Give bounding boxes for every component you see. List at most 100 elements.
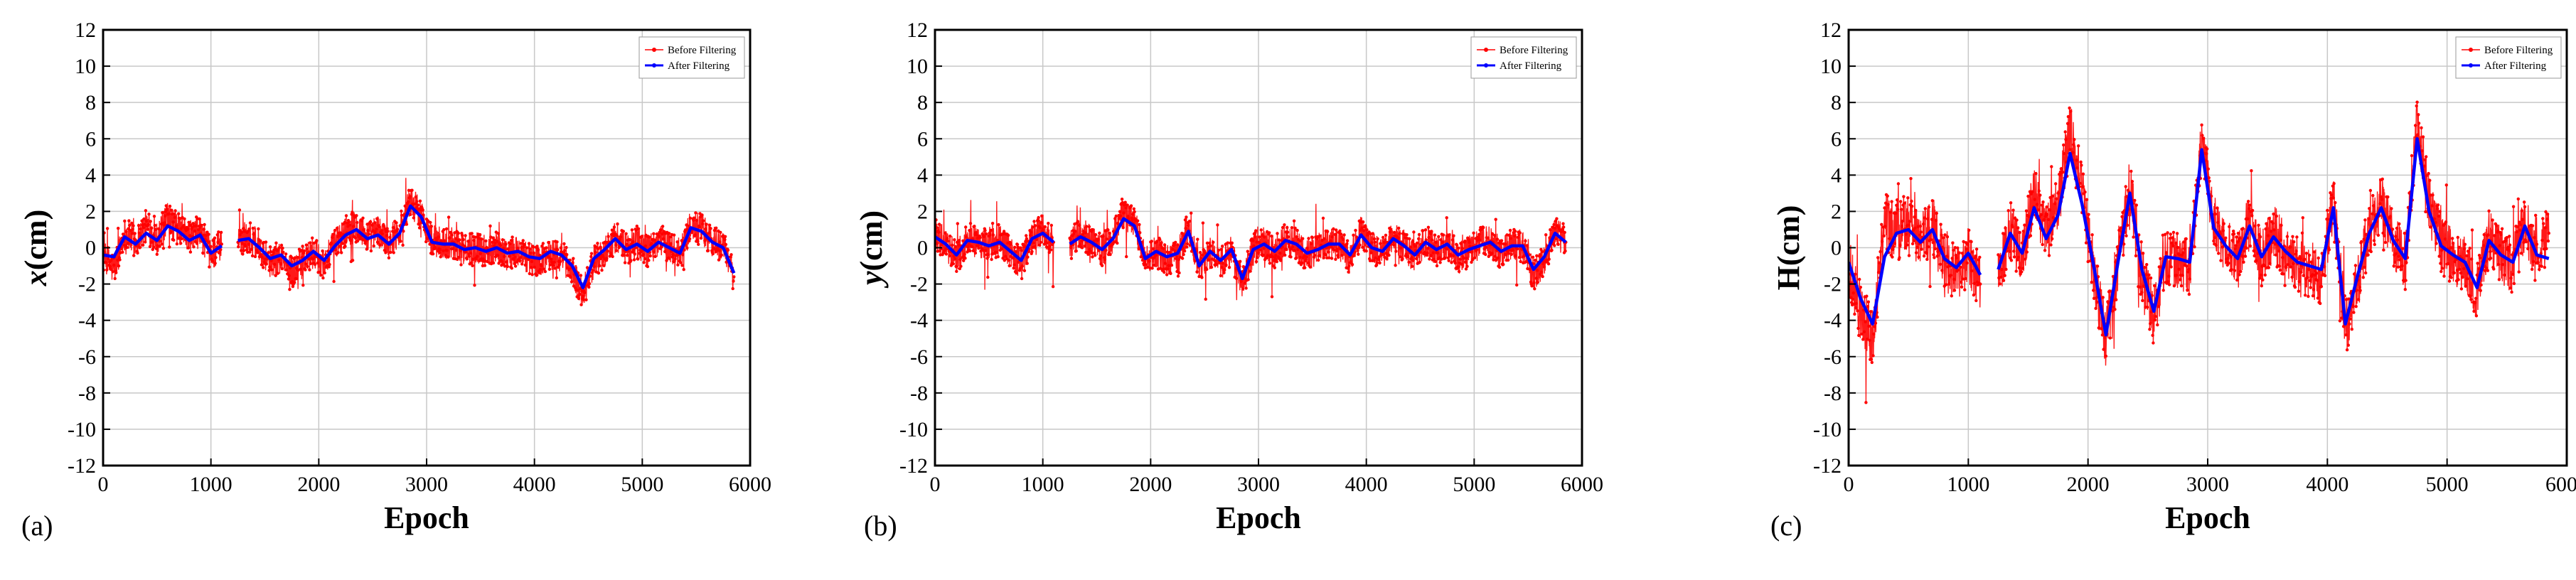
- data-point: [513, 255, 517, 259]
- data-point: [1327, 250, 1330, 254]
- legend-box: [638, 36, 745, 79]
- data-point: [2326, 208, 2329, 213]
- data-point: [315, 239, 319, 242]
- data-point: [1959, 265, 1962, 269]
- data-point: [139, 227, 142, 231]
- data-point: [149, 220, 152, 223]
- data-point: [682, 268, 685, 272]
- data-point: [1865, 294, 1869, 298]
- data-point: [1960, 252, 1965, 255]
- data-point: [547, 240, 550, 245]
- data-point: [1957, 251, 1961, 254]
- data-point: [493, 238, 496, 242]
- data-point: [2117, 228, 2121, 232]
- data-point: [186, 246, 190, 249]
- data-point: [1915, 246, 1919, 249]
- data-point: [1345, 239, 1350, 242]
- data-point: [340, 251, 343, 254]
- data-point: [1012, 263, 1016, 267]
- data-point: [698, 225, 701, 229]
- data-point: [1552, 222, 1556, 227]
- x-tick-label: 6000: [2545, 473, 2576, 496]
- data-point: [1215, 262, 1219, 267]
- data-point: [2498, 244, 2501, 247]
- data-point: [2171, 230, 2176, 235]
- data-point: [2226, 257, 2230, 260]
- data-point: [1304, 258, 1308, 262]
- data-point: [1160, 241, 1163, 245]
- data-point: [647, 259, 651, 262]
- data-point: [1398, 232, 1401, 235]
- data-point: [2364, 232, 2368, 236]
- y-tick-label: -2: [78, 273, 96, 296]
- data-point: [326, 258, 331, 262]
- data-point: [1006, 233, 1010, 237]
- data-point: [2299, 257, 2302, 260]
- data-point: [623, 261, 627, 264]
- data-point: [997, 222, 1000, 227]
- data-point: [1441, 233, 1445, 237]
- x-tick-label: 2000: [2067, 473, 2110, 496]
- data-point: [614, 249, 619, 252]
- data-point: [277, 248, 280, 252]
- data-point: [694, 211, 698, 215]
- data-point: [2417, 113, 2420, 117]
- data-point: [127, 227, 130, 230]
- data-point: [610, 228, 614, 232]
- data-point: [1205, 267, 1209, 272]
- data-point: [2025, 250, 2029, 254]
- data-point: [701, 219, 705, 222]
- data-point: [2237, 239, 2240, 242]
- data-point: [1310, 242, 1313, 245]
- data-point: [464, 250, 468, 254]
- data-point: [154, 247, 159, 251]
- data-point: [304, 243, 309, 247]
- data-point: [1033, 245, 1037, 248]
- data-point: [1038, 226, 1042, 230]
- data-point: [391, 226, 395, 230]
- data-point: [1453, 261, 1457, 265]
- data-point: [2266, 234, 2270, 237]
- data-point: [2442, 274, 2446, 278]
- data-point: [1443, 257, 1447, 260]
- data-point: [1475, 248, 1479, 252]
- data-point: [1163, 243, 1167, 247]
- data-point: [1323, 253, 1327, 257]
- data-point: [1089, 249, 1092, 253]
- data-point: [1913, 226, 1917, 230]
- data-point: [419, 205, 423, 209]
- data-point: [1429, 254, 1433, 257]
- data-point: [1404, 252, 1409, 256]
- data-point: [1185, 242, 1190, 246]
- data-point: [1174, 240, 1177, 245]
- data-point: [1207, 241, 1212, 245]
- data-point: [2094, 306, 2097, 311]
- data-point: [2272, 228, 2276, 232]
- data-point: [400, 213, 404, 217]
- data-point: [709, 227, 712, 230]
- data-point: [2395, 226, 2399, 230]
- data-point: [1519, 259, 1522, 264]
- data-point: [2482, 232, 2486, 237]
- data-point: [1412, 230, 1416, 234]
- data-point: [288, 288, 292, 291]
- data-point: [469, 252, 473, 255]
- data-point: [201, 251, 205, 255]
- data-point: [2304, 252, 2309, 255]
- data-point: [121, 232, 125, 236]
- data-point: [1923, 216, 1927, 220]
- data-point: [693, 233, 697, 237]
- data-point: [321, 276, 325, 280]
- data-point: [636, 257, 640, 261]
- data-point: [105, 227, 109, 230]
- data-point: [2062, 151, 2066, 156]
- data-point: [1353, 250, 1357, 254]
- data-point: [1554, 219, 1557, 223]
- data-point: [2422, 164, 2426, 168]
- data-point: [2130, 180, 2134, 183]
- data-point: [2263, 273, 2267, 277]
- data-point: [712, 228, 717, 232]
- data-point: [187, 220, 191, 224]
- data-point: [657, 235, 661, 238]
